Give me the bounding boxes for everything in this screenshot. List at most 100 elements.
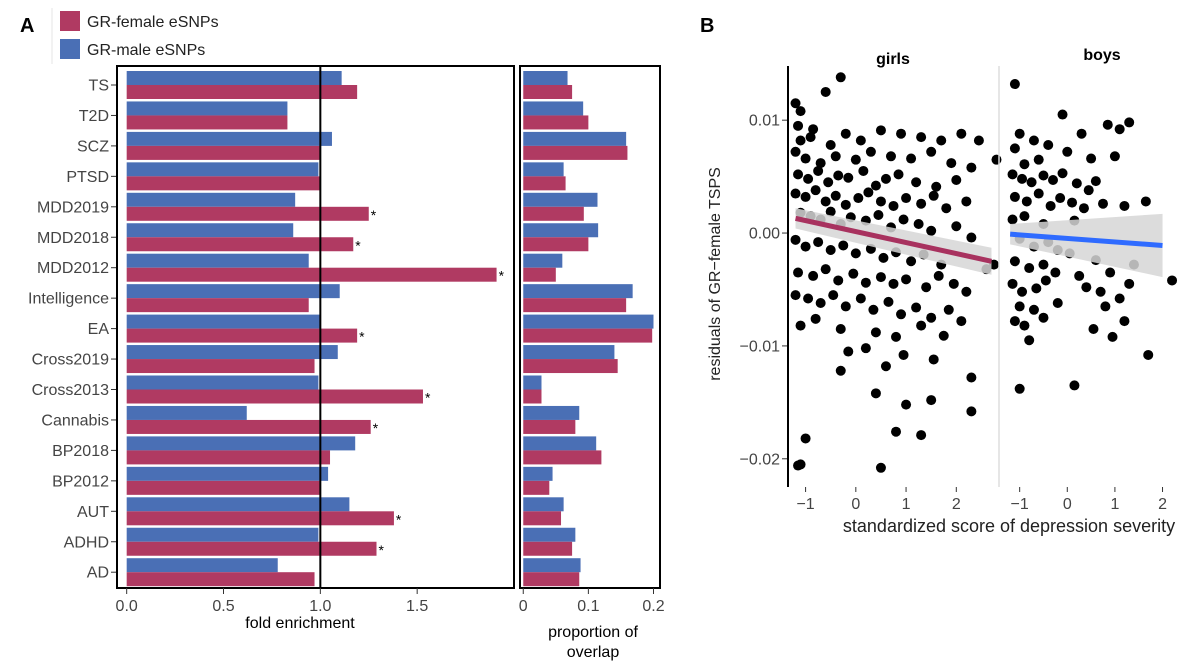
point-girls-74 (825, 244, 836, 255)
bar-male-AUT (126, 497, 350, 512)
bar-female-BP2018 (126, 450, 331, 465)
legend-swatch-male (60, 39, 80, 59)
overlap-x-tick-label-0: 0 (519, 598, 528, 615)
point-girls-54 (928, 190, 939, 201)
point-girls-55 (941, 203, 952, 214)
bar-male-MDD2019 (126, 192, 296, 207)
scatter-x-tick-label-girls: 2 (952, 496, 961, 513)
point-boys-69 (1119, 316, 1130, 327)
overlap-bar-male-EA (523, 314, 654, 329)
point-girls-85 (793, 267, 804, 278)
overlap-bar-female-EA (523, 328, 653, 343)
overlap-bar-male-SCZ (523, 131, 627, 146)
scatter-y-tick-label: 0.01 (749, 113, 780, 130)
point-girls-100 (815, 298, 826, 309)
significance-marker-EA: * (359, 329, 365, 345)
point-boys-25 (1021, 196, 1032, 207)
category-label-EA: EA (88, 321, 110, 338)
bar-male-BP2012 (126, 466, 329, 481)
overlap-bar-female-BP2012 (523, 480, 550, 495)
overlap-bar-female-SCZ (523, 145, 628, 160)
bar-female-AD (126, 572, 315, 587)
point-girls-11 (875, 125, 886, 136)
significance-marker-MDD2019: * (371, 207, 377, 223)
point-girls-14 (936, 135, 947, 146)
bar-female-Intelligence (126, 298, 309, 313)
point-boys-0 (1009, 79, 1020, 90)
category-label-Cross2013: Cross2013 (32, 382, 109, 399)
category-labels: TS T2D SCZ PTSD MDD2019 MDD2018 MDD2012 Intelli… (28, 78, 117, 582)
point-girls-121 (928, 354, 939, 365)
point-girls-56 (961, 196, 972, 207)
point-girls-113 (835, 323, 846, 334)
point-boys-17 (1026, 177, 1037, 188)
overlap-bar-female-AD (523, 572, 580, 587)
legend-swatch-female (60, 11, 80, 31)
bar-male-Cannabis (126, 405, 247, 420)
point-boys-32 (1119, 200, 1130, 211)
overlap-bar-male-AD (523, 558, 581, 573)
scatter-x-tick-label-boys: 1 (1110, 496, 1119, 513)
point-boys-45 (1038, 259, 1049, 270)
point-boys-52 (1017, 286, 1028, 297)
point-girls-98 (790, 290, 801, 301)
significance-marker-ADHD: * (379, 542, 385, 558)
point-boys-43 (1009, 256, 1020, 267)
bar-female-PTSD (126, 176, 321, 191)
category-label-PTSD: PTSD (66, 169, 109, 186)
category-label-MDD2018: MDD2018 (37, 230, 109, 247)
point-boys-70 (1024, 335, 1035, 346)
overlap-bar-female-MDD2012 (523, 267, 556, 282)
category-label-Intelligence: Intelligence (28, 291, 109, 308)
point-boys-1 (1057, 109, 1068, 120)
point-girls-101 (828, 290, 839, 301)
overlap-bar-female-PTSD (523, 176, 566, 191)
point-girls-122 (835, 365, 846, 376)
point-girls-78 (878, 252, 889, 263)
overlap-bar-female-Cross2013 (523, 389, 542, 404)
point-girls-117 (938, 330, 949, 341)
overlap-bar-female-BP2018 (523, 450, 602, 465)
panel-a: A GR-female eSNPs GR-male eSNPs ********… (20, 8, 665, 661)
facet-boys: −1 0 1 2 (1007, 79, 1178, 513)
category-label-MDD2012: MDD2012 (37, 260, 109, 277)
overlap-bar-male-AUT (523, 497, 564, 512)
point-boys-62 (1100, 301, 1111, 312)
point-girls-131 (800, 433, 811, 444)
bar-female-ADHD (126, 541, 377, 556)
scatter-x-tick-label-boys: −1 (1011, 496, 1029, 513)
point-boys-54 (1040, 275, 1051, 286)
category-label-MDD2019: MDD2019 (37, 199, 109, 216)
point-girls-105 (883, 296, 894, 307)
point-girls-2 (793, 120, 804, 131)
overlap-bar-male-Intelligence (523, 284, 633, 299)
point-girls-70 (966, 232, 977, 243)
point-boys-13 (1086, 153, 1097, 164)
scatter-x-tick-label-boys: 0 (1063, 496, 1072, 513)
point-girls-15 (956, 128, 967, 139)
point-boys-56 (1095, 286, 1106, 297)
overlap-bar-female-T2D (523, 115, 589, 130)
point-girls-41 (951, 174, 962, 185)
point-girls-72 (800, 241, 811, 252)
point-girls-76 (850, 248, 861, 259)
bar-male-PTSD (126, 162, 319, 177)
overlap-bar-female-TS (523, 85, 573, 99)
point-girls-52 (901, 193, 912, 204)
point-girls-42 (790, 188, 801, 199)
proportion-overlap-x-label: proportion of overlap (548, 624, 638, 661)
overlap-bar-male-TS (523, 71, 568, 85)
point-girls-124 (966, 372, 977, 383)
bar-female-SCZ (126, 145, 321, 160)
point-girls-87 (820, 264, 831, 275)
point-girls-109 (943, 304, 954, 315)
point-boys-23 (1090, 176, 1101, 187)
proportion-overlap-frame (519, 65, 661, 589)
point-girls-31 (813, 165, 824, 176)
scatter-x-tick-label-girls: −1 (796, 496, 814, 513)
point-girls-97 (961, 286, 972, 297)
point-boys-20 (1057, 168, 1068, 179)
bar-female-EA (126, 328, 358, 343)
point-girls-86 (808, 270, 819, 281)
point-boys-51 (1007, 278, 1018, 289)
